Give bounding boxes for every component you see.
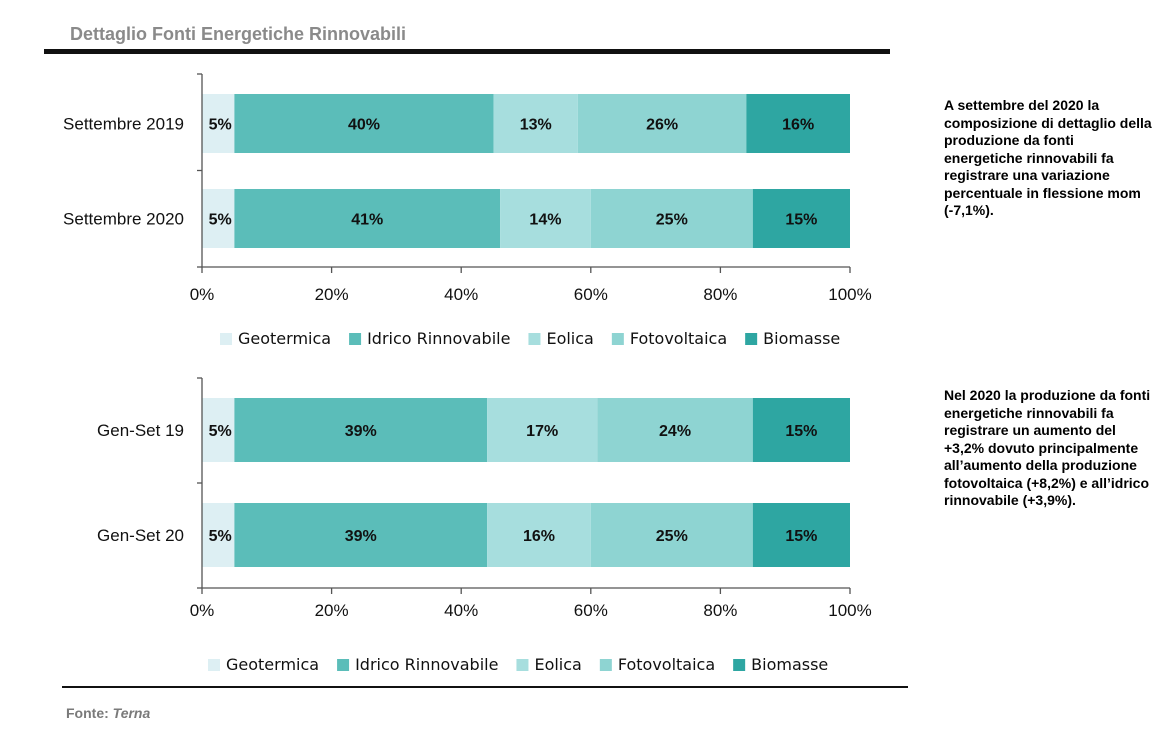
x-tick-label: 20% bbox=[315, 601, 349, 620]
bar-segment bbox=[487, 398, 598, 462]
data-label: 15% bbox=[785, 212, 817, 229]
data-label: 39% bbox=[345, 423, 377, 440]
bar-segment bbox=[234, 94, 494, 153]
bar-segment bbox=[752, 398, 850, 462]
legend-label: Geotermica bbox=[226, 655, 319, 674]
footer-divider bbox=[62, 686, 908, 688]
legend-swatch bbox=[337, 659, 350, 671]
data-label: 16% bbox=[782, 117, 814, 134]
data-label: 25% bbox=[656, 212, 688, 229]
x-tick-label: 100% bbox=[828, 601, 871, 620]
bar-segment bbox=[590, 503, 753, 567]
chart-gen-set: Gen-Set 19 5% 39% 17% 24% 15% Gen-Set 20 5% 39% 1… bbox=[97, 377, 872, 674]
data-label: 24% bbox=[659, 423, 691, 440]
data-label: 15% bbox=[785, 423, 817, 440]
legend-swatch bbox=[208, 659, 220, 671]
x-tick-label: 40% bbox=[444, 601, 478, 620]
bar-segment bbox=[234, 503, 488, 567]
source-label: Fonte: bbox=[66, 705, 109, 721]
bar-segment bbox=[234, 189, 501, 248]
source-note: Fonte: Terna bbox=[66, 705, 150, 721]
legend-label: Fotovoltaica bbox=[630, 329, 727, 348]
legend-label: Geotermica bbox=[238, 329, 331, 348]
legend-swatch bbox=[528, 333, 541, 345]
legend-swatch bbox=[349, 333, 362, 345]
category-label: Settembre 2019 bbox=[63, 115, 184, 134]
bar-segment bbox=[500, 189, 591, 248]
data-label: 26% bbox=[646, 117, 678, 134]
data-label: 25% bbox=[656, 528, 688, 545]
bar-segment bbox=[752, 189, 850, 248]
legend-swatch bbox=[516, 659, 529, 671]
legend-swatch bbox=[220, 333, 232, 345]
legend-swatch bbox=[733, 659, 746, 671]
bar-segment bbox=[493, 94, 578, 153]
x-tick-label: 0% bbox=[190, 285, 215, 304]
x-tick-label: 40% bbox=[444, 285, 478, 304]
legend-label: Idrico Rinnovabile bbox=[355, 655, 498, 674]
legend-swatch bbox=[611, 333, 624, 345]
bar-segment bbox=[577, 94, 747, 153]
chart-settembre: Settembre 2019 5% 40% 13% 26% 16% Settembre 20… bbox=[63, 73, 872, 348]
x-tick-label: 60% bbox=[574, 601, 608, 620]
data-label: 5% bbox=[209, 212, 232, 229]
category-label: Settembre 2020 bbox=[63, 210, 184, 229]
source-name: Terna bbox=[112, 705, 151, 721]
category-label: Gen-Set 20 bbox=[97, 526, 184, 545]
bar-segment bbox=[202, 503, 235, 567]
x-tick-label: 100% bbox=[828, 285, 871, 304]
x-tick-label: 60% bbox=[574, 285, 608, 304]
data-label: 5% bbox=[209, 117, 232, 134]
data-label: 5% bbox=[209, 528, 232, 545]
bar-segment bbox=[597, 398, 753, 462]
data-label: 15% bbox=[785, 528, 817, 545]
bar-segment bbox=[752, 503, 850, 567]
data-label: 5% bbox=[209, 423, 232, 440]
commentary-ytd: Nel 2020 la produzione da fonti energeti… bbox=[944, 387, 1151, 508]
bar-segment bbox=[590, 189, 753, 248]
legend-swatch bbox=[745, 333, 758, 345]
title-divider bbox=[44, 49, 890, 54]
data-label: 41% bbox=[351, 212, 383, 229]
data-label: 39% bbox=[345, 528, 377, 545]
category-label: Gen-Set 19 bbox=[97, 421, 184, 440]
legend-label: Biomasse bbox=[751, 655, 828, 674]
data-label: 16% bbox=[523, 528, 555, 545]
legend-label: Idrico Rinnovabile bbox=[367, 329, 510, 348]
data-label: 13% bbox=[520, 117, 552, 134]
legend-swatch bbox=[599, 659, 612, 671]
bar-segment bbox=[234, 398, 488, 462]
bar-segment bbox=[746, 94, 850, 153]
data-label: 40% bbox=[348, 117, 380, 134]
bar-segment bbox=[202, 398, 235, 462]
bar-segment bbox=[202, 189, 235, 248]
page-title: Dettaglio Fonti Energetiche Rinnovabili bbox=[70, 24, 407, 44]
legend-label: Eolica bbox=[546, 329, 593, 348]
x-tick-label: 0% bbox=[190, 601, 215, 620]
commentary-monthly: A settembre del 2020 la composizione di … bbox=[944, 97, 1152, 218]
x-tick-label: 20% bbox=[315, 285, 349, 304]
legend-label: Eolica bbox=[534, 655, 581, 674]
data-label: 17% bbox=[526, 423, 558, 440]
x-tick-label: 80% bbox=[703, 601, 737, 620]
data-label: 14% bbox=[529, 212, 561, 229]
bar-segment bbox=[202, 94, 235, 153]
legend-label: Biomasse bbox=[763, 329, 840, 348]
legend-label: Fotovoltaica bbox=[618, 655, 715, 674]
bar-segment bbox=[487, 503, 591, 567]
x-tick-label: 80% bbox=[703, 285, 737, 304]
